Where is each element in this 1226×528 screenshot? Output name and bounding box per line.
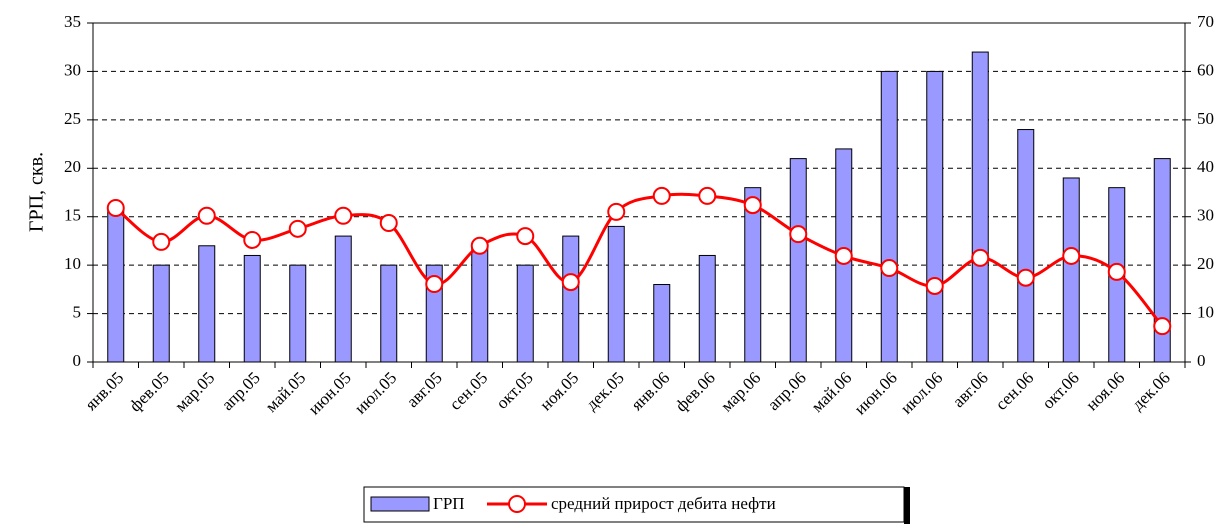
x-tick-label: ноя.05: [536, 368, 582, 414]
y-tick-label: 10: [64, 254, 81, 273]
x-tick-label: окт.05: [492, 368, 537, 413]
line-marker: [516, 227, 535, 246]
bar: [516, 264, 534, 363]
y-tick-label: 35: [64, 12, 81, 31]
line-marker: [243, 230, 262, 249]
line-marker: [379, 214, 398, 233]
y-tick-label: 20: [64, 157, 81, 176]
line-marker: [880, 259, 899, 278]
x-tick-label: июн.06: [851, 368, 901, 418]
line-marker: [561, 273, 580, 292]
x-tick-label: июн.05: [305, 368, 355, 418]
x-tick-label: апр.06: [764, 368, 810, 414]
bar: [562, 235, 580, 363]
x-tick-label: сен.06: [992, 368, 1038, 414]
line-marker: [1016, 268, 1035, 287]
x-tick-label: авг.05: [403, 368, 446, 411]
x-tick-label: фев.06: [672, 368, 719, 415]
line-marker: [834, 246, 853, 265]
x-tick-label: июл.05: [351, 368, 401, 418]
bar: [653, 284, 671, 363]
legend-edge: [904, 487, 910, 524]
legend-marker: [508, 495, 526, 513]
bar: [1017, 129, 1035, 363]
bar: [243, 254, 261, 363]
line-marker: [470, 236, 489, 255]
line-marker: [106, 198, 125, 217]
x-tick-label: окт.06: [1038, 368, 1083, 413]
bar: [198, 245, 216, 363]
y-tick-label: 5: [73, 302, 82, 321]
x-tick-label: дек.06: [1128, 368, 1174, 414]
bar: [698, 254, 716, 363]
bar: [471, 245, 489, 363]
bar: [744, 187, 762, 363]
legend-label: ГРП: [433, 494, 465, 513]
line-marker: [152, 232, 171, 251]
line-marker: [698, 186, 717, 205]
line-marker: [743, 196, 762, 215]
legend-swatch: [370, 496, 430, 512]
y-axis-label: ГРП, скв.: [26, 152, 48, 232]
y2-tick-label: 50: [1197, 109, 1214, 128]
y2-tick-label: 20: [1197, 254, 1214, 273]
bar: [289, 264, 307, 363]
y2-tick-label: 40: [1197, 157, 1214, 176]
x-tick-label: июл.06: [897, 368, 947, 418]
x-tick-label: авг.06: [949, 368, 992, 411]
bar: [607, 225, 625, 363]
line-marker: [971, 248, 990, 267]
y2-tick-label: 0: [1197, 351, 1206, 370]
x-tick-label: май.05: [262, 368, 310, 416]
line-marker: [425, 275, 444, 294]
legend-label: средний прирост дебита нефти: [551, 494, 776, 513]
bar: [334, 235, 352, 363]
bar: [107, 206, 125, 363]
x-tick-label: фев.05: [126, 368, 173, 415]
y2-tick-label: 30: [1197, 206, 1214, 225]
line-marker: [334, 206, 353, 225]
line-marker: [1153, 317, 1172, 336]
y2-tick-label: 70: [1197, 12, 1214, 31]
line-marker: [288, 219, 307, 238]
x-tick-label: апр.05: [218, 368, 264, 414]
line-marker: [925, 276, 944, 295]
bar: [971, 51, 989, 363]
x-tick-label: янв.06: [627, 368, 673, 414]
x-tick-label: сен.05: [446, 368, 492, 414]
bar: [380, 264, 398, 363]
y-tick-label: 25: [64, 109, 81, 128]
line-marker: [1107, 262, 1126, 281]
x-tick-label: май.06: [808, 368, 856, 416]
y-tick-label: 0: [73, 351, 82, 370]
bar: [1062, 177, 1080, 363]
line-marker: [789, 225, 808, 244]
y2-tick-label: 10: [1197, 302, 1214, 321]
line: [114, 192, 1164, 328]
bar: [926, 70, 944, 363]
x-tick-label: ноя.06: [1082, 368, 1128, 414]
line-marker: [1062, 246, 1081, 265]
x-tick-label: мар.05: [171, 368, 218, 415]
bar: [152, 264, 170, 363]
x-tick-label: дек.05: [582, 368, 628, 414]
line-marker: [197, 206, 216, 225]
y2-tick-label: 60: [1197, 60, 1214, 79]
y-tick-label: 30: [64, 60, 81, 79]
x-tick-label: янв.05: [81, 368, 127, 414]
x-tick-label: мар.06: [717, 368, 764, 415]
line-marker: [652, 186, 671, 205]
y-tick-label: 15: [64, 206, 81, 225]
bar: [1153, 158, 1171, 363]
bar: [880, 70, 898, 363]
line-marker: [607, 202, 626, 221]
bar: [789, 158, 807, 363]
